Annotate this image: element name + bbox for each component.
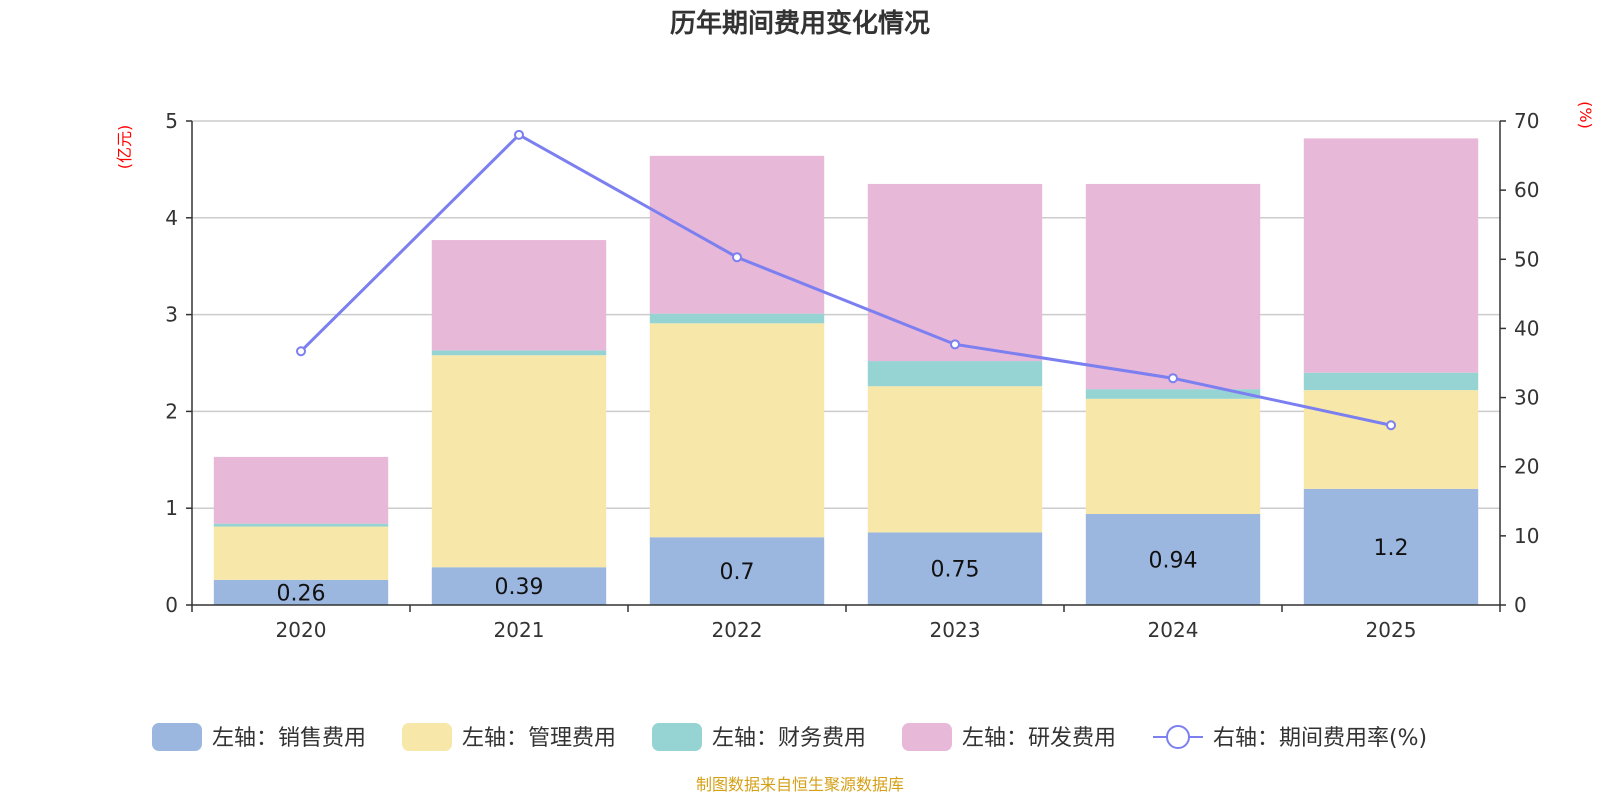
rate-point [1168, 373, 1178, 384]
grid-lines [192, 120, 1500, 509]
left-axis-tick-label: 3 [165, 303, 178, 327]
right-axis-unit: (%) [1576, 101, 1595, 129]
bar [213, 526, 389, 580]
chart-title: 历年期间费用变化情况 [670, 8, 930, 39]
legend-label: 右轴：期间费用率(%) [1213, 726, 1427, 751]
left-axis-tick-label: 2 [165, 399, 178, 423]
rate-point [1386, 420, 1396, 431]
rate-point [732, 252, 742, 263]
bar [649, 313, 825, 324]
right-axis-tick-label: 40 [1514, 316, 1539, 340]
rate-point [514, 129, 524, 140]
bar [867, 361, 1043, 387]
rate-point [950, 339, 960, 350]
x-axis-tick-label: 2020 [276, 618, 327, 642]
bar [431, 355, 607, 568]
legend-label: 左轴：管理费用 [462, 726, 616, 751]
legend-swatch [902, 723, 952, 751]
left-axis-unit: (亿元) [115, 125, 134, 170]
legend-label: 左轴：销售费用 [212, 726, 366, 751]
bar-data-label: 0.39 [495, 575, 544, 600]
left-axis-tick-label: 1 [165, 496, 178, 520]
source-note: 制图数据来自恒生聚源数据库 [696, 775, 904, 794]
bar-data-label: 0.26 [277, 581, 326, 606]
bar [649, 537, 825, 605]
bar [1303, 488, 1479, 605]
bar-data-labels: 0.26 0.39 0.7 0.75 0.94 1.2 [277, 536, 1409, 606]
bar [1085, 398, 1261, 515]
rate-line [299, 132, 1392, 427]
bar [431, 240, 607, 351]
right-axis-tick-label: 60 [1514, 178, 1539, 202]
rate-point [296, 346, 306, 357]
x-axis-tick-label: 2021 [494, 618, 545, 642]
rate-line-series [296, 129, 1396, 431]
bar [213, 523, 389, 527]
x-axis-tick-label: 2024 [1148, 618, 1199, 642]
bar [867, 183, 1043, 362]
legend: 左轴：销售费用 左轴：管理费用 左轴：财务费用 左轴：研发费用 右轴：期间费用率(%) [152, 723, 1427, 751]
bar [213, 579, 389, 605]
bar [649, 323, 825, 538]
bar [213, 456, 389, 524]
bar [1303, 372, 1479, 391]
left-axis-tick-label: 4 [165, 206, 178, 230]
bar [431, 567, 607, 605]
left-axis-tick-label: 5 [165, 109, 178, 133]
legend-swatch [402, 723, 452, 751]
bar [649, 155, 825, 314]
x-axis-tick-label: 2025 [1366, 618, 1417, 642]
bar [867, 386, 1043, 533]
legend-label: 左轴：财务费用 [712, 726, 866, 751]
bar [1085, 389, 1261, 399]
bar [1303, 390, 1479, 489]
legend-label: 左轴：研发费用 [962, 726, 1116, 751]
bar [1303, 138, 1479, 373]
right-axis-tick-label: 0 [1514, 593, 1527, 617]
bar-data-label: 0.94 [1149, 549, 1198, 574]
legend-swatch [152, 723, 202, 751]
right-axis-tick-label: 70 [1514, 109, 1539, 133]
x-axis-tick-label: 2022 [712, 618, 763, 642]
legend-swatch [652, 723, 702, 751]
right-axis-tick-label: 20 [1514, 455, 1539, 479]
right-axis-tick-label: 10 [1514, 524, 1539, 548]
bar-series [213, 138, 1479, 605]
bar [431, 350, 607, 356]
right-axis-tick-label: 30 [1514, 386, 1539, 410]
bar-data-label: 0.75 [931, 558, 980, 583]
bar [1085, 514, 1261, 605]
bar-data-label: 0.7 [720, 560, 755, 585]
bar [1085, 183, 1261, 390]
x-axis-tick-label: 2023 [930, 618, 981, 642]
right-axis-tick-label: 50 [1514, 247, 1539, 271]
legend-marker-swatch [1166, 725, 1190, 749]
bar-data-label: 1.2 [1374, 536, 1409, 561]
bar [867, 532, 1043, 605]
left-axis-tick-label: 0 [165, 593, 178, 617]
